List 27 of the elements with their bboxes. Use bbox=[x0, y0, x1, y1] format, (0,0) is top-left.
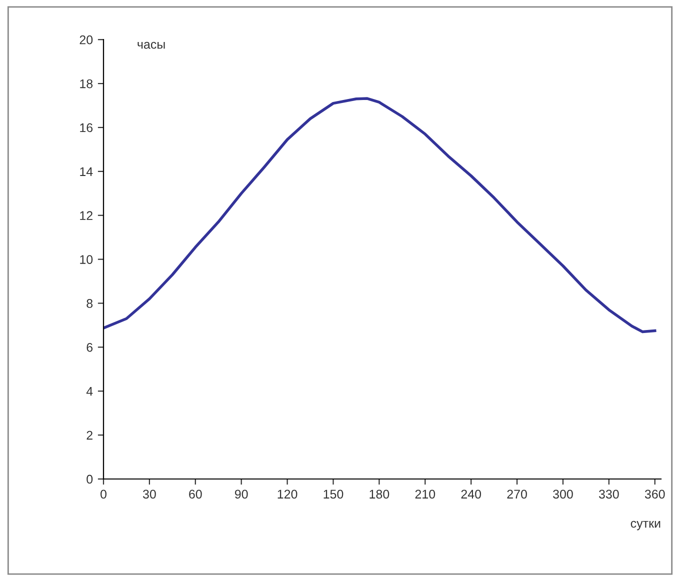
y-tick-label: 8 bbox=[86, 299, 93, 308]
line-series bbox=[104, 97, 656, 334]
x-tick-label: 90 bbox=[234, 490, 248, 499]
y-tick-label: 6 bbox=[86, 342, 93, 352]
x-tick-label: 300 bbox=[553, 490, 573, 499]
x-tick-label: 330 bbox=[598, 490, 619, 499]
y-tick-label: 14 bbox=[80, 167, 93, 176]
x-tick-label: 0 bbox=[100, 490, 106, 499]
y-tick-label: 0 bbox=[86, 474, 93, 484]
x-tick-label: 120 bbox=[278, 490, 298, 499]
y-tick-label: 2 bbox=[86, 430, 92, 440]
x-tick-label: 180 bbox=[370, 490, 390, 499]
x-tick-label: 60 bbox=[189, 490, 202, 499]
y-tick-label: 12 bbox=[80, 211, 92, 220]
x-tick-label: 30 bbox=[142, 490, 156, 499]
y-tick-label: 4 bbox=[86, 387, 93, 396]
x-tick-label: 150 bbox=[324, 490, 344, 499]
x-tick-label: 210 bbox=[415, 490, 436, 499]
y-axis-title: часы bbox=[138, 42, 165, 49]
y-tick-label: 10 bbox=[80, 255, 93, 264]
y-tick-label: 16 bbox=[80, 123, 93, 132]
y-tick-label: 20 bbox=[80, 35, 93, 44]
x-axis-title: сутки bbox=[630, 520, 660, 530]
y-tick-label: 18 bbox=[80, 79, 93, 88]
x-tick-label: 240 bbox=[461, 490, 482, 499]
x-tick-label: 270 bbox=[507, 490, 527, 499]
x-tick-label: 360 bbox=[644, 490, 665, 499]
